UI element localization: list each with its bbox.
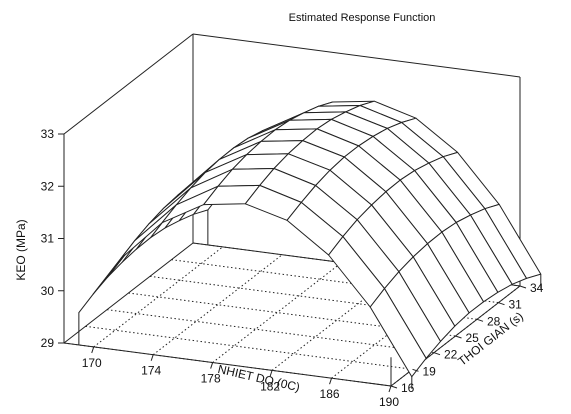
floor-grid-line-y bbox=[128, 292, 456, 337]
x-tick-mark bbox=[269, 370, 273, 377]
y-tick-label: 19 bbox=[423, 364, 437, 378]
x-tick-mark bbox=[91, 346, 95, 354]
z-axis-title: KEO (MPa) bbox=[14, 219, 28, 280]
box-edge-front-bottom bbox=[63, 342, 392, 387]
y-tick-label: 16 bbox=[401, 381, 415, 395]
y-tick-label: 25 bbox=[466, 331, 480, 345]
z-tick-label: 33 bbox=[41, 127, 55, 141]
surface-cell bbox=[120, 204, 177, 260]
x-tick-label: 170 bbox=[82, 356, 102, 370]
floor-grid-line-y bbox=[85, 325, 413, 370]
y-tick-mark bbox=[519, 285, 527, 289]
x-tick-mark bbox=[210, 362, 214, 369]
box-edge-left-bottom bbox=[63, 242, 194, 344]
z-tick-label: 32 bbox=[41, 179, 55, 193]
x-axis-title: NHIET DO (0C) bbox=[217, 362, 302, 394]
floor-grid-line-y bbox=[171, 259, 499, 304]
chart-title: Estimated Response Function bbox=[289, 12, 436, 24]
y-tick-mark bbox=[390, 385, 398, 389]
y-tick-mark bbox=[412, 368, 419, 372]
x-tick-label: 182 bbox=[260, 379, 280, 393]
y-tick-mark bbox=[498, 302, 505, 306]
z-axis-ticks: 29 30 31 32 33 bbox=[41, 127, 64, 350]
x-tick-label: 190 bbox=[379, 395, 399, 409]
floor-grid-line-x bbox=[152, 254, 283, 356]
x-axis-ticks: 170 174 178 182 186 190 bbox=[82, 346, 399, 409]
floor-grid-line-x bbox=[93, 246, 224, 348]
response-surface bbox=[78, 100, 542, 389]
x-tick-label: 178 bbox=[201, 372, 221, 386]
y-tick-label: 31 bbox=[509, 298, 523, 312]
z-tick-label: 30 bbox=[41, 284, 55, 298]
y-axis-ticks: 16 19 22 25 28 31 34 bbox=[390, 281, 544, 395]
y-tick-label: 28 bbox=[487, 314, 501, 328]
y-tick-mark bbox=[476, 318, 484, 322]
x-tick-mark bbox=[150, 354, 154, 361]
z-tick-label: 31 bbox=[41, 232, 55, 246]
surface-cell bbox=[369, 288, 427, 378]
y-tick-mark bbox=[433, 352, 441, 356]
box-edge-back-top bbox=[192, 33, 521, 78]
x-tick-label: 174 bbox=[141, 364, 161, 378]
x-tick-label: 186 bbox=[320, 387, 340, 401]
z-tick-label: 29 bbox=[41, 336, 55, 350]
y-tick-label: 34 bbox=[530, 281, 544, 295]
floor-grid-line-y bbox=[106, 309, 435, 354]
floor-grid-line-y bbox=[149, 275, 478, 320]
floor-grid-line-x bbox=[212, 262, 342, 363]
y-tick-mark bbox=[455, 335, 462, 339]
box-edge-left-top bbox=[63, 33, 194, 135]
y-tick-label: 22 bbox=[444, 348, 458, 362]
x-tick-mark bbox=[329, 378, 333, 385]
x-tick-mark bbox=[388, 385, 392, 393]
